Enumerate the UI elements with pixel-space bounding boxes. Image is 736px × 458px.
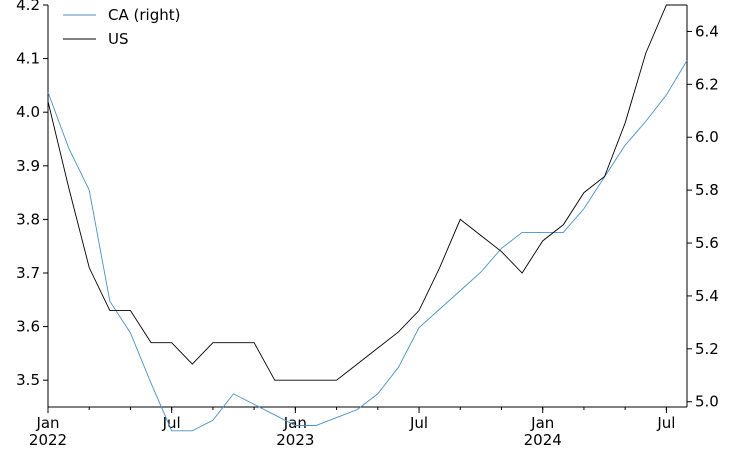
x-tick-label: Jul — [409, 414, 428, 432]
x-tick-label: Jan — [283, 414, 307, 432]
x-tick-year-label: 2024 — [524, 431, 562, 449]
x-tick-label: Jul — [656, 414, 675, 432]
left-y-axis: 3.5 3.6 3.7 3.8 3.9 4.0 4.1 4.2 — [16, 0, 48, 389]
plot-frame — [47, 5, 688, 408]
left-tick-label: 3.6 — [16, 318, 40, 336]
series-line-us — [47, 4, 687, 381]
right-tick-label: 6.4 — [695, 22, 719, 40]
right-tick-label: 5.6 — [695, 234, 719, 252]
series-layer — [47, 4, 688, 432]
legend: CA (right) US — [63, 6, 180, 48]
x-tick-year-label: 2022 — [29, 431, 67, 449]
right-tick-label: 5.0 — [695, 393, 719, 411]
left-tick-label: 4.0 — [16, 103, 40, 121]
left-tick-label: 3.5 — [16, 371, 40, 389]
left-tick-label: 4.1 — [16, 50, 40, 68]
right-tick-label: 5.8 — [695, 181, 719, 199]
legend-entry: CA (right) — [108, 6, 180, 24]
series-line-ca-right — [47, 60, 688, 432]
right-tick-label: 6.2 — [695, 75, 719, 93]
left-tick-label: 3.7 — [16, 264, 40, 282]
left-tick-label: 3.8 — [16, 210, 40, 228]
right-tick-label: 5.4 — [695, 287, 719, 305]
right-tick-label: 6.0 — [695, 128, 719, 146]
x-tick-label: Jan — [35, 414, 59, 432]
x-tick-year-label: 2023 — [276, 431, 314, 449]
x-tick-label: Jan — [530, 414, 554, 432]
legend-entry: US — [108, 30, 129, 48]
right-y-axis: 5.0 5.2 5.4 5.6 5.8 6.0 6.2 6.4 — [687, 22, 719, 411]
left-tick-label: 4.2 — [16, 0, 40, 14]
left-tick-label: 3.9 — [16, 157, 40, 175]
right-tick-label: 5.2 — [695, 340, 719, 358]
